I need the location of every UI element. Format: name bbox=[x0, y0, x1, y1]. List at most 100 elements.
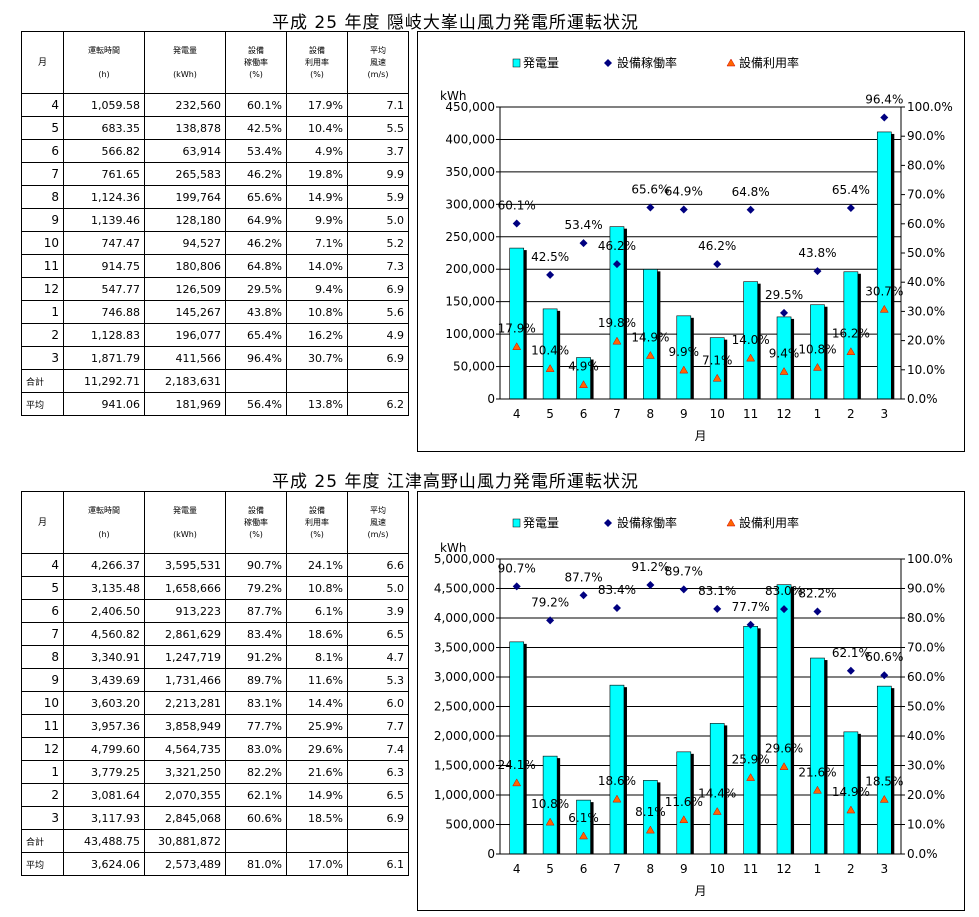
cell-wind: 6.0 bbox=[347, 691, 409, 715]
cell-month: 5 bbox=[21, 116, 64, 140]
cell-energy: 1,731,466 bbox=[144, 668, 226, 692]
cell-month: 12 bbox=[21, 737, 64, 761]
header-wind-speed: 平均 風速 (m/s) bbox=[347, 31, 409, 94]
utilization-marker bbox=[712, 807, 722, 815]
utilization-data-label: 9.4% bbox=[769, 347, 800, 361]
cell-wind: 5.0 bbox=[347, 576, 409, 600]
table-row: 8 3,340.91 1,247,719 91.2% 8.1% 4.7 bbox=[21, 645, 409, 669]
cell-wind: 3.7 bbox=[347, 139, 409, 163]
cell-average-hours: 941.06 bbox=[63, 392, 145, 416]
bar bbox=[743, 626, 758, 855]
cell-hours: 3,117.93 bbox=[63, 806, 145, 830]
availability-marker bbox=[746, 205, 755, 214]
tick-label-left: 200,000 bbox=[445, 262, 495, 276]
cell-energy: 265,583 bbox=[144, 162, 226, 186]
availability-data-label: 60.6% bbox=[865, 650, 903, 664]
availability-marker bbox=[713, 260, 722, 269]
cell-util: 24.1% bbox=[286, 553, 348, 577]
utilization-marker bbox=[746, 773, 756, 781]
utilization-data-label: 14.9% bbox=[832, 785, 870, 799]
header-month: 月 bbox=[21, 31, 64, 94]
cell-average-avail: 81.0% bbox=[225, 852, 287, 876]
tick-label-right: 20.0% bbox=[907, 334, 945, 348]
tick-label-right: 10.0% bbox=[907, 818, 945, 832]
utilization-marker bbox=[679, 365, 689, 374]
cell-avail: 77.7% bbox=[225, 714, 287, 738]
cell-average-avail: 56.4% bbox=[225, 392, 287, 416]
cell-average-util: 17.0% bbox=[286, 852, 348, 876]
cell-average-hours: 3,624.06 bbox=[63, 852, 145, 876]
cell-wind: 5.6 bbox=[347, 300, 409, 324]
utilization-marker bbox=[813, 785, 822, 794]
x-tick-label: 11 bbox=[743, 407, 758, 421]
tick-label-right: 80.0% bbox=[907, 158, 945, 172]
legend-utilization-label: 設備利用率 bbox=[739, 55, 799, 70]
utilization-marker bbox=[645, 350, 655, 359]
cell-energy: 411,566 bbox=[144, 346, 226, 370]
cell-util: 10.4% bbox=[286, 116, 348, 140]
tick-label-right: 30.0% bbox=[907, 304, 945, 318]
cell-util: 14.0% bbox=[286, 254, 348, 278]
availability-data-label: 62.1% bbox=[832, 646, 870, 660]
cell-energy: 2,213,281 bbox=[144, 691, 226, 715]
cell-month: 7 bbox=[21, 622, 64, 646]
cell-wind: 7.7 bbox=[347, 714, 409, 738]
tick-label-right: 90.0% bbox=[907, 582, 945, 596]
cell-hours: 4,799.60 bbox=[63, 737, 145, 761]
cell-average-label: 平均 bbox=[21, 852, 64, 876]
availability-data-label: 91.2% bbox=[631, 560, 669, 574]
x-tick-label: 2 bbox=[847, 407, 855, 421]
cell-energy: 199,764 bbox=[144, 185, 226, 209]
tick-label-right: 90.0% bbox=[907, 129, 945, 143]
cell-util: 17.9% bbox=[286, 93, 348, 117]
cell-hours: 1,139.46 bbox=[63, 208, 145, 232]
tick-label-left: 4,000,000 bbox=[434, 611, 495, 625]
operation-table-gotsu: 月 運転時間 (h) 発電量 (kWh) 設備 稼働率 (%) 設備 利用率 (%) 平… bbox=[21, 491, 409, 876]
cell-hours: 3,135.48 bbox=[63, 576, 145, 600]
tick-label-left: 2,500,000 bbox=[434, 700, 495, 714]
utilization-marker bbox=[579, 831, 588, 840]
utilization-data-label: 21.6% bbox=[798, 765, 836, 779]
cell-month: 8 bbox=[21, 645, 64, 669]
cell-avail: 89.7% bbox=[225, 668, 287, 692]
cell-month: 9 bbox=[21, 208, 64, 232]
table-row-total: 合計 11,292.71 2,183,631 bbox=[21, 369, 409, 393]
availability-marker bbox=[780, 308, 789, 317]
availability-marker bbox=[679, 205, 688, 214]
cell-hours: 914.75 bbox=[63, 254, 145, 278]
availability-marker bbox=[679, 585, 688, 594]
cell-total-hours: 43,488.75 bbox=[63, 829, 145, 853]
tick-label-left: 300,000 bbox=[445, 197, 495, 211]
x-tick-label: 9 bbox=[680, 862, 688, 876]
cell-month: 10 bbox=[21, 691, 64, 715]
cell-total-label: 合計 bbox=[21, 829, 64, 853]
table-row: 10 3,603.20 2,213,281 83.1% 14.4% 6.0 bbox=[21, 691, 409, 715]
cell-avail: 46.2% bbox=[225, 162, 287, 186]
utilization-marker bbox=[879, 304, 889, 313]
x-tick-label: 1 bbox=[814, 407, 822, 421]
table-row: 11 3,957.36 3,858,949 77.7% 25.9% 7.7 bbox=[21, 714, 409, 738]
utilization-data-label: 11.6% bbox=[665, 795, 703, 809]
tick-label-left: 1,500,000 bbox=[434, 759, 495, 773]
y-axis-title: kWh bbox=[440, 89, 466, 103]
cell-avail: 65.6% bbox=[225, 185, 287, 209]
utilization-data-label: 10.8% bbox=[798, 342, 836, 356]
x-tick-label: 3 bbox=[880, 407, 888, 421]
cell-avail: 91.2% bbox=[225, 645, 287, 669]
utilization-marker bbox=[679, 815, 689, 824]
tick-label-right: 100.0% bbox=[907, 552, 953, 566]
table-row: 12 547.77 126,509 29.5% 9.4% 6.9 bbox=[21, 277, 409, 301]
x-tick-label: 8 bbox=[647, 407, 655, 421]
cell-average-wind: 6.1 bbox=[347, 852, 409, 876]
cell-energy: 128,180 bbox=[144, 208, 226, 232]
y-axis-title: kWh bbox=[440, 541, 466, 555]
table-row: 11 914.75 180,806 64.8% 14.0% 7.3 bbox=[21, 254, 409, 278]
utilization-marker bbox=[779, 367, 789, 375]
utilization-data-label: 14.9% bbox=[631, 330, 669, 344]
tick-label-right: 20.0% bbox=[907, 788, 945, 802]
x-tick-label: 12 bbox=[776, 862, 791, 876]
x-tick-label: 2 bbox=[847, 862, 855, 876]
tick-label-left: 450,000 bbox=[445, 100, 495, 114]
cell-total-wind bbox=[347, 829, 409, 853]
x-tick-label: 11 bbox=[743, 862, 758, 876]
